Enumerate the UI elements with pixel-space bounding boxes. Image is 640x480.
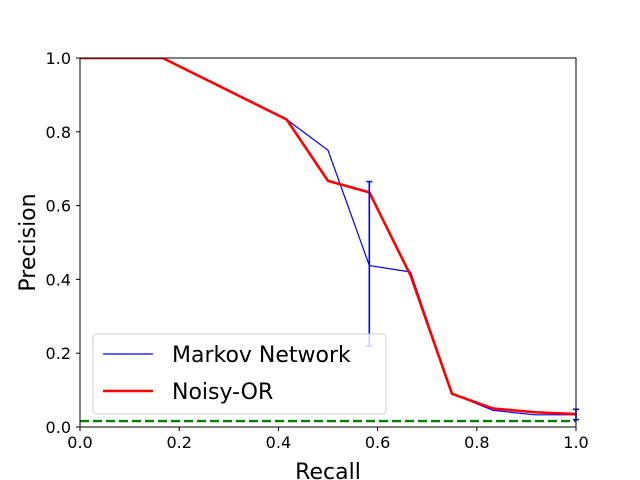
legend: Markov Network Noisy-OR — [92, 333, 387, 415]
plot-frame — [79, 57, 577, 428]
y-tick-label: 1.0 — [46, 49, 71, 68]
x-axis-label: Recall — [295, 460, 361, 480]
legend-box — [92, 333, 387, 415]
y-tick-label: 0.8 — [46, 123, 71, 142]
y-tick-label: 0.2 — [46, 344, 71, 363]
y-axis-label: Precision — [16, 193, 41, 291]
series-line-noisy-or — [80, 58, 576, 416]
x-tick-label: 0.8 — [464, 433, 489, 452]
legend-label-noisy-or: Noisy-OR — [172, 380, 273, 405]
x-tick-label: 0.6 — [365, 433, 390, 452]
x-tick-label: 0.2 — [166, 433, 191, 452]
x-tick-label: 0.4 — [266, 433, 291, 452]
y-tick-label: 0.4 — [46, 270, 71, 289]
y-tick-label: 0.6 — [46, 197, 71, 216]
x-tick-label: 0.0 — [67, 433, 92, 452]
x-tick-label: 1.0 — [563, 433, 588, 452]
legend-label-markov-network: Markov Network — [172, 343, 351, 368]
y-tick-label: 0.0 — [46, 418, 71, 437]
